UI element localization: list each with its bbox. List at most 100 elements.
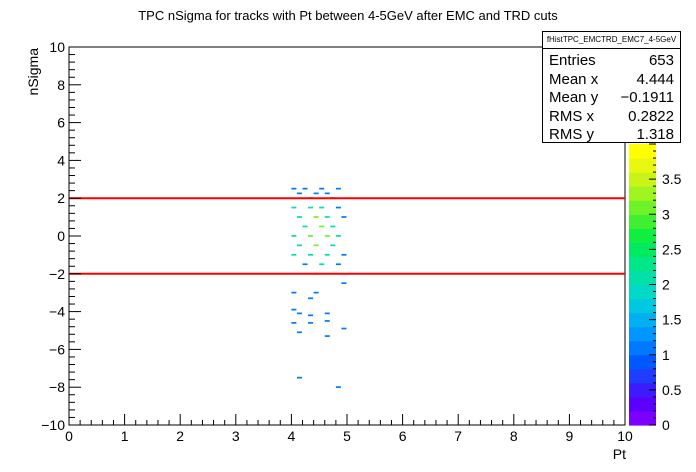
data-bins (291, 187, 347, 388)
stats-label: Mean x (549, 71, 599, 88)
histogram-bin (324, 320, 330, 322)
histogram-bin (335, 187, 341, 190)
y-tick-label: 10 (49, 39, 65, 55)
chart-title: TPC nSigma for tracks with Pt between 4-… (138, 8, 558, 23)
y-tick-label: 8 (57, 77, 65, 93)
colorbar: 0 0.5 1 1.5 2 2.5 3 3.5 (629, 143, 682, 433)
histogram-bin (324, 335, 330, 337)
colorbar-tick-label: 2.5 (662, 241, 682, 257)
x-tick-label: 2 (176, 428, 184, 444)
histogram-bin (308, 206, 314, 209)
histogram-bin (330, 225, 336, 228)
colorbar-tick-label: 2 (662, 277, 670, 293)
colorbar-tick-label: 0 (662, 417, 670, 433)
colorbar-segment (629, 284, 656, 300)
colorbar-segment (629, 228, 656, 243)
histogram-bin (319, 206, 325, 209)
histogram-bin (296, 376, 302, 379)
colorbar-segment (629, 382, 656, 398)
histogram-bin (324, 235, 330, 237)
colorbar-segment (629, 214, 656, 229)
colorbar-tick-label: 1 (662, 347, 670, 363)
histogram-bin (324, 312, 330, 315)
stats-row-mean-x: Mean x 4.444 (549, 70, 674, 89)
stats-value: 0.2822 (628, 108, 674, 125)
x-tick-label: 5 (343, 428, 351, 444)
y-axis-label: nSigma (25, 48, 41, 96)
y-tick-label: −8 (49, 379, 65, 395)
histogram-bin (324, 192, 330, 195)
colorbar-segment (629, 410, 656, 426)
stats-row-rms-x: RMS x 0.2822 (549, 107, 674, 126)
histogram-bin (291, 321, 297, 324)
colorbar-segment (629, 396, 656, 412)
y-tick-label: 0 (57, 228, 65, 244)
colorbar-segment (629, 368, 656, 384)
histogram-bin (291, 308, 297, 311)
y-tick-label: 4 (57, 152, 65, 168)
histogram-bin (308, 314, 314, 317)
stats-value: 4.444 (636, 71, 674, 88)
x-tick-label: 3 (232, 428, 240, 444)
x-tick-label: 1 (121, 428, 129, 444)
histogram-bin (302, 225, 308, 228)
histogram-bin (296, 216, 302, 218)
colorbar-tick-label: 3.5 (662, 171, 682, 187)
histogram-bin (308, 235, 314, 237)
histogram-bin (335, 386, 341, 388)
histogram-bin (313, 244, 319, 247)
stats-row-mean-y: Mean y −0.1911 (549, 88, 674, 107)
histogram-bin (302, 263, 308, 266)
colorbar-segment (629, 256, 656, 272)
histogram-bin (308, 297, 314, 300)
colorbar-segment (629, 200, 656, 215)
colorbar-segment (629, 312, 656, 328)
y-tick-label: 2 (57, 190, 65, 206)
stats-value: −0.1911 (620, 89, 674, 106)
y-tick-label: −6 (49, 341, 65, 357)
x-tick-label: 9 (566, 428, 574, 444)
colorbar-segment (629, 186, 656, 201)
x-axis-label: Pt (613, 446, 626, 462)
colorbar-segment (629, 242, 656, 257)
stats-value: 1.318 (636, 126, 674, 143)
histogram-bin (324, 253, 330, 256)
histogram-bin (313, 192, 319, 195)
x-tick-label: 0 (65, 428, 73, 444)
x-tick-label: 10 (617, 428, 633, 444)
colorbar-tick-label: 0.5 (662, 382, 682, 398)
x-tick-label: 8 (510, 428, 518, 444)
colorbar-tick-label: 3 (662, 206, 670, 222)
y-tick-label: −4 (49, 304, 65, 320)
histogram-bin (319, 263, 325, 266)
cut-lines (69, 197, 625, 275)
y-tick-label: 6 (57, 115, 65, 131)
stats-value: 653 (648, 52, 674, 69)
x-tick-label: 6 (399, 428, 407, 444)
histogram-bin (341, 216, 347, 218)
histogram-bin (341, 253, 347, 256)
histogram-bin (319, 225, 325, 228)
histogram-bin (313, 291, 319, 294)
stats-label: Mean y (549, 89, 599, 106)
y-tick-label: −2 (49, 266, 65, 282)
colorbar-segment (629, 172, 656, 187)
stats-row-entries: Entries 653 (549, 51, 674, 70)
histogram-bin (296, 312, 302, 315)
histogram-bin (291, 206, 297, 209)
histogram-bin (313, 216, 319, 218)
histogram-bin (296, 192, 302, 195)
histogram-bin (296, 331, 302, 334)
histogram-bin (324, 216, 330, 218)
histogram-bin (291, 187, 297, 190)
stats-row-rms-y: RMS y 1.318 (549, 125, 674, 144)
stats-label: RMS y (549, 126, 594, 143)
colorbar-tick-label: 1.5 (662, 312, 682, 328)
histogram-bin (308, 253, 314, 256)
histogram-bin (335, 235, 341, 237)
histogram-bin (291, 291, 297, 294)
histogram-bin (296, 244, 302, 247)
histogram-bin (335, 263, 341, 266)
colorbar-segment (629, 144, 656, 159)
